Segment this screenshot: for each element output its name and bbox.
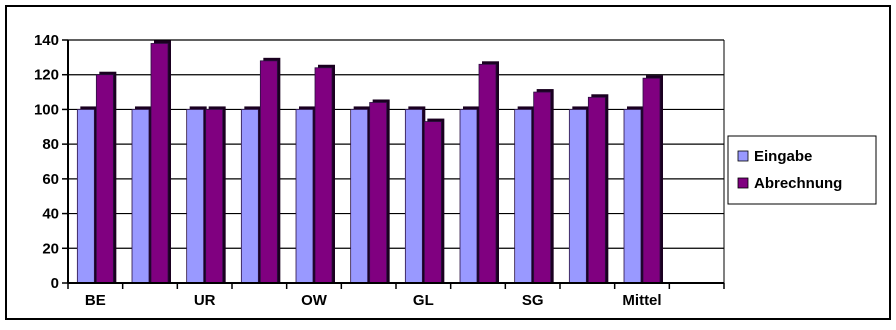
- axes: 0 20 40 60 80 100 120 140 BE UR OW GL SG Mittel: [34, 32, 725, 309]
- legend-swatch-eingabe: [737, 150, 749, 162]
- bar-eingabe-1: [131, 106, 152, 284]
- legend-box: [727, 135, 877, 205]
- bar-face: [404, 109, 423, 284]
- y-tick-label-0: 0: [51, 275, 59, 292]
- bar-face: [369, 102, 388, 284]
- y-tick-label-40: 40: [42, 206, 59, 223]
- bar-abrechnung-0: [95, 71, 117, 284]
- y-tick-label-80: 80: [42, 136, 59, 153]
- bar-eingabe-9: [568, 106, 590, 284]
- bar-abrechnung-5: [369, 99, 390, 284]
- bar-eingabe-5: [350, 106, 371, 284]
- bar-face: [350, 109, 369, 284]
- bar-face: [314, 67, 333, 284]
- bar-face: [259, 60, 278, 284]
- bar-face: [150, 43, 169, 284]
- bar-eingabe-8: [514, 106, 535, 284]
- bar-eingabe-10: [623, 106, 644, 284]
- bar-face: [568, 109, 587, 284]
- bar-face: [423, 121, 442, 284]
- bar-face: [623, 109, 642, 284]
- x-tick-label-ow: OW: [301, 292, 328, 309]
- bar-abrechnung-7: [478, 61, 499, 284]
- bar-face: [95, 74, 114, 284]
- bar-abrechnung-10: [642, 75, 663, 284]
- bar-face: [295, 109, 314, 284]
- bar-face: [514, 109, 533, 284]
- bar-abrechnung-3: [259, 57, 281, 284]
- legend-swatch-abrechnung: [737, 177, 749, 189]
- bar-abrechnung-9: [587, 94, 609, 284]
- bar-face: [240, 109, 259, 284]
- bar-abrechnung-2: [205, 106, 226, 284]
- y-tick-label-120: 120: [34, 67, 59, 84]
- bar-eingabe-3: [240, 106, 262, 284]
- bar-face: [186, 109, 205, 284]
- bar-eingabe-0: [76, 106, 98, 284]
- bar-abrechnung-6: [423, 118, 445, 284]
- bar-eingabe-6: [404, 106, 426, 284]
- y-tick-label-100: 100: [34, 101, 59, 118]
- legend: Eingabe Abrechnung: [727, 135, 877, 205]
- bar-face: [587, 96, 606, 284]
- x-tick-label-gl: GL: [413, 292, 434, 309]
- bar-eingabe-4: [295, 106, 316, 284]
- bar-eingabe-7: [459, 106, 480, 284]
- bar-face: [533, 91, 552, 284]
- bar-abrechnung-4: [314, 64, 335, 284]
- bar-eingabe-2: [186, 106, 207, 284]
- bar-abrechnung-1: [150, 40, 171, 284]
- legend-label-eingabe: Eingabe: [754, 148, 812, 165]
- x-tick-label-sg: SG: [522, 292, 544, 309]
- bar-face: [76, 109, 95, 284]
- legend-label-abrechnung: Abrechnung: [754, 175, 842, 192]
- x-tick-label-ur: UR: [194, 292, 216, 309]
- bar-face: [131, 109, 150, 284]
- x-tick-label-be: BE: [85, 292, 106, 309]
- y-tick-label-140: 140: [34, 32, 59, 49]
- y-tick-label-60: 60: [42, 171, 59, 188]
- bar-face: [478, 63, 497, 284]
- y-tick-label-20: 20: [42, 240, 59, 257]
- bar-face: [205, 109, 224, 284]
- x-tick-label-mittel: Mittel: [622, 292, 661, 309]
- bar-abrechnung-8: [533, 89, 554, 284]
- bar-face: [642, 77, 661, 284]
- bars: [76, 40, 663, 284]
- bar-face: [459, 109, 478, 284]
